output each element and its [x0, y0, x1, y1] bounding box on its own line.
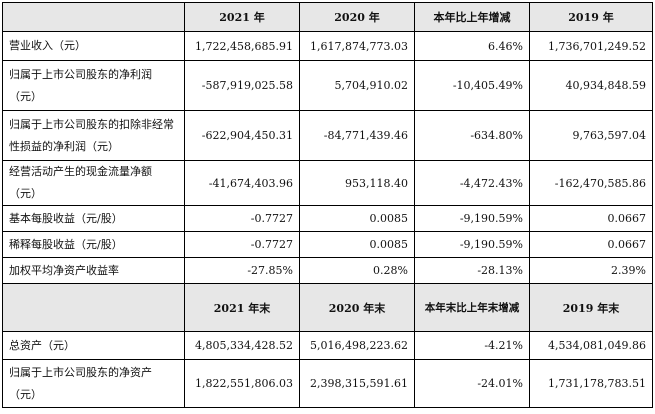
- value-2020: 0.0085: [299, 231, 415, 258]
- value-2021: -622,904,450.31: [184, 110, 300, 161]
- table-row: 经营活动产生的现金流量净额（元） -41,674,403.96 953,118.…: [2, 160, 653, 206]
- table-row: 加权平均净资产收益率 -27.85% 0.28% -28.13% 2.39%: [2, 257, 653, 284]
- table-row: 归属于上市公司股东的净利润（元） -587,919,025.58 5,704,9…: [2, 60, 653, 111]
- table-row: 总资产（元） 4,805,334,428.52 5,016,498,223.62…: [2, 331, 653, 360]
- value-2021: -27.85%: [184, 257, 300, 284]
- value-2019: 1,731,178,783.51: [529, 359, 653, 408]
- row-label: 归属于上市公司股东的净利润（元）: [2, 60, 185, 111]
- value-2020: 5,016,498,223.62: [299, 331, 415, 360]
- value-2020: 2,398,315,591.61: [299, 359, 415, 408]
- header-cell-2020: 2020 年: [299, 2, 415, 32]
- value-2021: -41,674,403.96: [184, 160, 300, 206]
- value-2019: 9,763,597.04: [529, 110, 653, 161]
- table-row: 营业收入（元） 1,722,458,685.91 1,617,874,773.0…: [2, 31, 653, 61]
- header-cell-2019: 2019 年: [529, 2, 653, 32]
- value-change: -10,405.49%: [414, 60, 530, 111]
- header-row-year-end: 2021 年末 2020 年末 本年末比上年末增减 2019 年末: [2, 283, 653, 332]
- value-2020: 1,617,874,773.03: [299, 31, 415, 61]
- row-label: 归属于上市公司股东的扣除非经常性损益的净利润（元）: [2, 110, 185, 161]
- header-cell-blank: [2, 283, 185, 332]
- value-change: -634.80%: [414, 110, 530, 161]
- value-2019: 0.0667: [529, 231, 653, 258]
- table-row: 归属于上市公司股东的扣除非经常性损益的净利润（元） -622,904,450.3…: [2, 110, 653, 161]
- value-2020: -84,771,439.46: [299, 110, 415, 161]
- header-cell-2019-end: 2019 年末: [529, 283, 653, 332]
- value-2021: 1,822,551,806.03: [184, 359, 300, 408]
- value-change: -4.21%: [414, 331, 530, 360]
- value-2021: -0.7727: [184, 231, 300, 258]
- value-2020: 0.28%: [299, 257, 415, 284]
- value-change: -28.13%: [414, 257, 530, 284]
- value-2020: 5,704,910.02: [299, 60, 415, 111]
- value-change: -4,472.43%: [414, 160, 530, 206]
- row-label: 加权平均净资产收益率: [2, 257, 185, 284]
- table-row: 基本每股收益（元/股） -0.7727 0.0085 -9,190.59% 0.…: [2, 205, 653, 232]
- value-2019: 2.39%: [529, 257, 653, 284]
- row-label: 稀释每股收益（元/股）: [2, 231, 185, 258]
- table-row: 稀释每股收益（元/股） -0.7727 0.0085 -9,190.59% 0.…: [2, 231, 653, 258]
- row-label: 总资产（元）: [2, 331, 185, 360]
- header-cell-change-end: 本年末比上年末增减: [414, 283, 530, 332]
- value-change: -24.01%: [414, 359, 530, 408]
- header-cell-blank: [2, 2, 185, 32]
- value-2019: 40,934,848.59: [529, 60, 653, 111]
- row-label: 基本每股收益（元/股）: [2, 205, 185, 232]
- row-label: 归属于上市公司股东的净资产（元）: [2, 359, 185, 408]
- value-2019: 4,534,081,049.86: [529, 331, 653, 360]
- value-2021: -0.7727: [184, 205, 300, 232]
- table-row: 归属于上市公司股东的净资产（元） 1,822,551,806.03 2,398,…: [2, 359, 653, 408]
- header-row-annual: 2021 年 2020 年 本年比上年增减 2019 年: [2, 2, 653, 32]
- value-2021: 1,722,458,685.91: [184, 31, 300, 61]
- value-change: -9,190.59%: [414, 205, 530, 232]
- row-label: 经营活动产生的现金流量净额（元）: [2, 160, 185, 206]
- row-label: 营业收入（元）: [2, 31, 185, 61]
- value-2021: -587,919,025.58: [184, 60, 300, 111]
- header-cell-change: 本年比上年增减: [414, 2, 530, 32]
- value-2019: 0.0667: [529, 205, 653, 232]
- value-2020: 0.0085: [299, 205, 415, 232]
- header-cell-2021-end: 2021 年末: [184, 283, 300, 332]
- value-2019: 1,736,701,249.52: [529, 31, 653, 61]
- value-change: -9,190.59%: [414, 231, 530, 258]
- value-2020: 953,118.40: [299, 160, 415, 206]
- header-cell-2020-end: 2020 年末: [299, 283, 415, 332]
- financial-summary-table: 2021 年 2020 年 本年比上年增减 2019 年 营业收入（元） 1,7…: [2, 2, 653, 408]
- value-2021: 4,805,334,428.52: [184, 331, 300, 360]
- value-change: 6.46%: [414, 31, 530, 61]
- header-cell-2021: 2021 年: [184, 2, 300, 32]
- value-2019: -162,470,585.86: [529, 160, 653, 206]
